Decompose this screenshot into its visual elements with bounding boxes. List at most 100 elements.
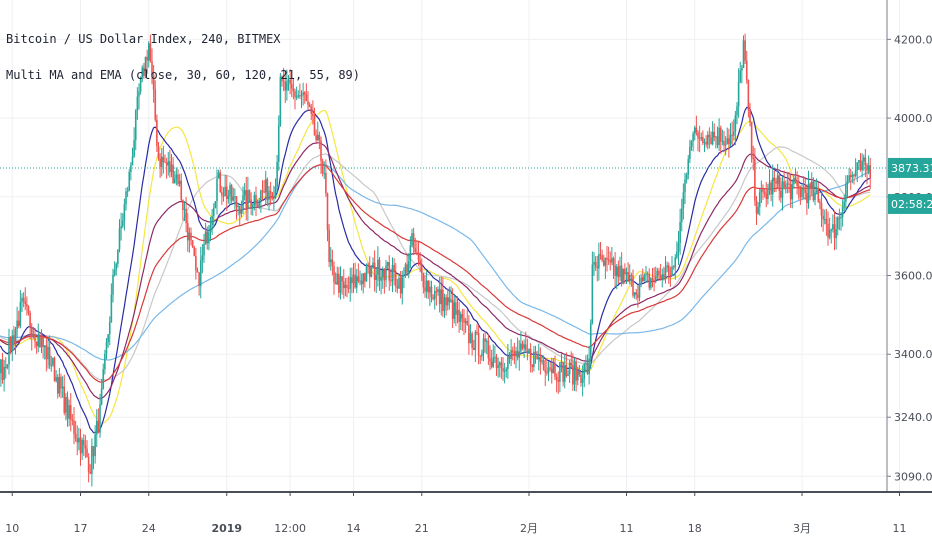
candle-body (770, 182, 772, 194)
candle-body (845, 184, 847, 201)
candle-body (710, 137, 712, 144)
candle-body (244, 190, 246, 195)
candle-body (385, 266, 387, 281)
candle-body (208, 232, 210, 243)
candle-body (548, 368, 550, 374)
candle-body (371, 268, 373, 277)
candle-body (439, 289, 441, 304)
candle-body (601, 255, 603, 260)
candle-body (21, 298, 23, 302)
candle-body (395, 272, 397, 286)
candle-body (44, 345, 46, 347)
candle-body (814, 192, 816, 200)
y-tick-label: 3400.00 (894, 348, 932, 361)
candle-body (42, 338, 44, 347)
candle-body (621, 266, 623, 284)
candle-body (616, 267, 618, 276)
candle-body (650, 278, 652, 287)
candle-body (133, 140, 135, 156)
candle-body (460, 314, 462, 322)
candle-body (3, 367, 5, 380)
candle-body (523, 344, 525, 348)
candle-body (255, 195, 257, 205)
candle-body (787, 183, 789, 185)
candle-body (257, 205, 259, 206)
candle-body (11, 335, 13, 350)
candle-body (429, 287, 431, 293)
candle-body (605, 258, 607, 266)
candle-body (205, 231, 207, 244)
candle-body (647, 274, 649, 275)
candle-body (746, 61, 748, 80)
candle-body (401, 276, 403, 293)
candle-body (700, 137, 702, 139)
candle-body (226, 187, 228, 199)
candle-body (686, 175, 688, 180)
candle-body (33, 334, 35, 337)
candle-body (592, 265, 594, 324)
y-tick-label: 3600.00 (894, 270, 932, 283)
candle-body (718, 128, 720, 145)
countdown-label: 02:58:23 (891, 198, 932, 211)
candle-body (99, 404, 101, 433)
candle-body (72, 420, 74, 421)
candle-body (869, 165, 871, 178)
candle-body (29, 313, 31, 328)
candle-body (317, 135, 319, 140)
candle-body (228, 196, 230, 199)
candle-body (392, 265, 394, 281)
candle-body (369, 266, 371, 277)
candle-body (626, 272, 628, 274)
candle-body (839, 218, 841, 219)
candle-body (507, 356, 509, 369)
candle-body (645, 274, 647, 275)
indicator-legend[interactable]: Multi MA and EMA (close, 30, 60, 120, 21… (6, 68, 360, 82)
candle-body (738, 82, 740, 107)
candle-body (322, 161, 324, 173)
candle-body (551, 369, 553, 373)
candle-body (725, 144, 727, 146)
candle-body (109, 322, 111, 334)
candle-body (59, 377, 61, 394)
candle-body (206, 231, 208, 243)
candle-body (179, 181, 181, 184)
candle-body (94, 434, 96, 456)
candle-body (475, 332, 477, 350)
candle-body (603, 261, 605, 266)
candle-body (434, 291, 436, 299)
candle-body (81, 440, 83, 453)
candle-body (613, 258, 615, 265)
candle-body (273, 198, 275, 199)
candle-body (132, 157, 134, 165)
candle-body (642, 278, 644, 282)
candle-body (536, 354, 538, 359)
candle-body (663, 274, 665, 279)
candle-body (122, 221, 124, 226)
candle-body (813, 182, 815, 200)
candle-body (24, 301, 26, 304)
candle-body (622, 269, 624, 284)
candle-body (481, 353, 483, 356)
candle-body (842, 207, 844, 217)
candle-body (837, 218, 839, 229)
candle-body (569, 363, 571, 375)
candle-body (231, 185, 233, 200)
candle-body (101, 389, 103, 405)
x-tick-label: 3月 (793, 522, 811, 535)
candle-body (484, 339, 486, 342)
candle-body (501, 363, 503, 368)
candle-body (20, 302, 22, 326)
candle-body (826, 219, 828, 224)
candle-body (31, 328, 33, 337)
candle-body (856, 162, 858, 170)
candle-body (827, 224, 829, 238)
candle-body (848, 175, 850, 181)
ma-line-ema21 (0, 107, 870, 432)
candle-body (780, 191, 782, 198)
candle-body (167, 161, 169, 165)
candle-body (562, 362, 564, 382)
candle-body (180, 181, 182, 200)
candle-body (661, 274, 663, 278)
candle-body (210, 225, 212, 232)
